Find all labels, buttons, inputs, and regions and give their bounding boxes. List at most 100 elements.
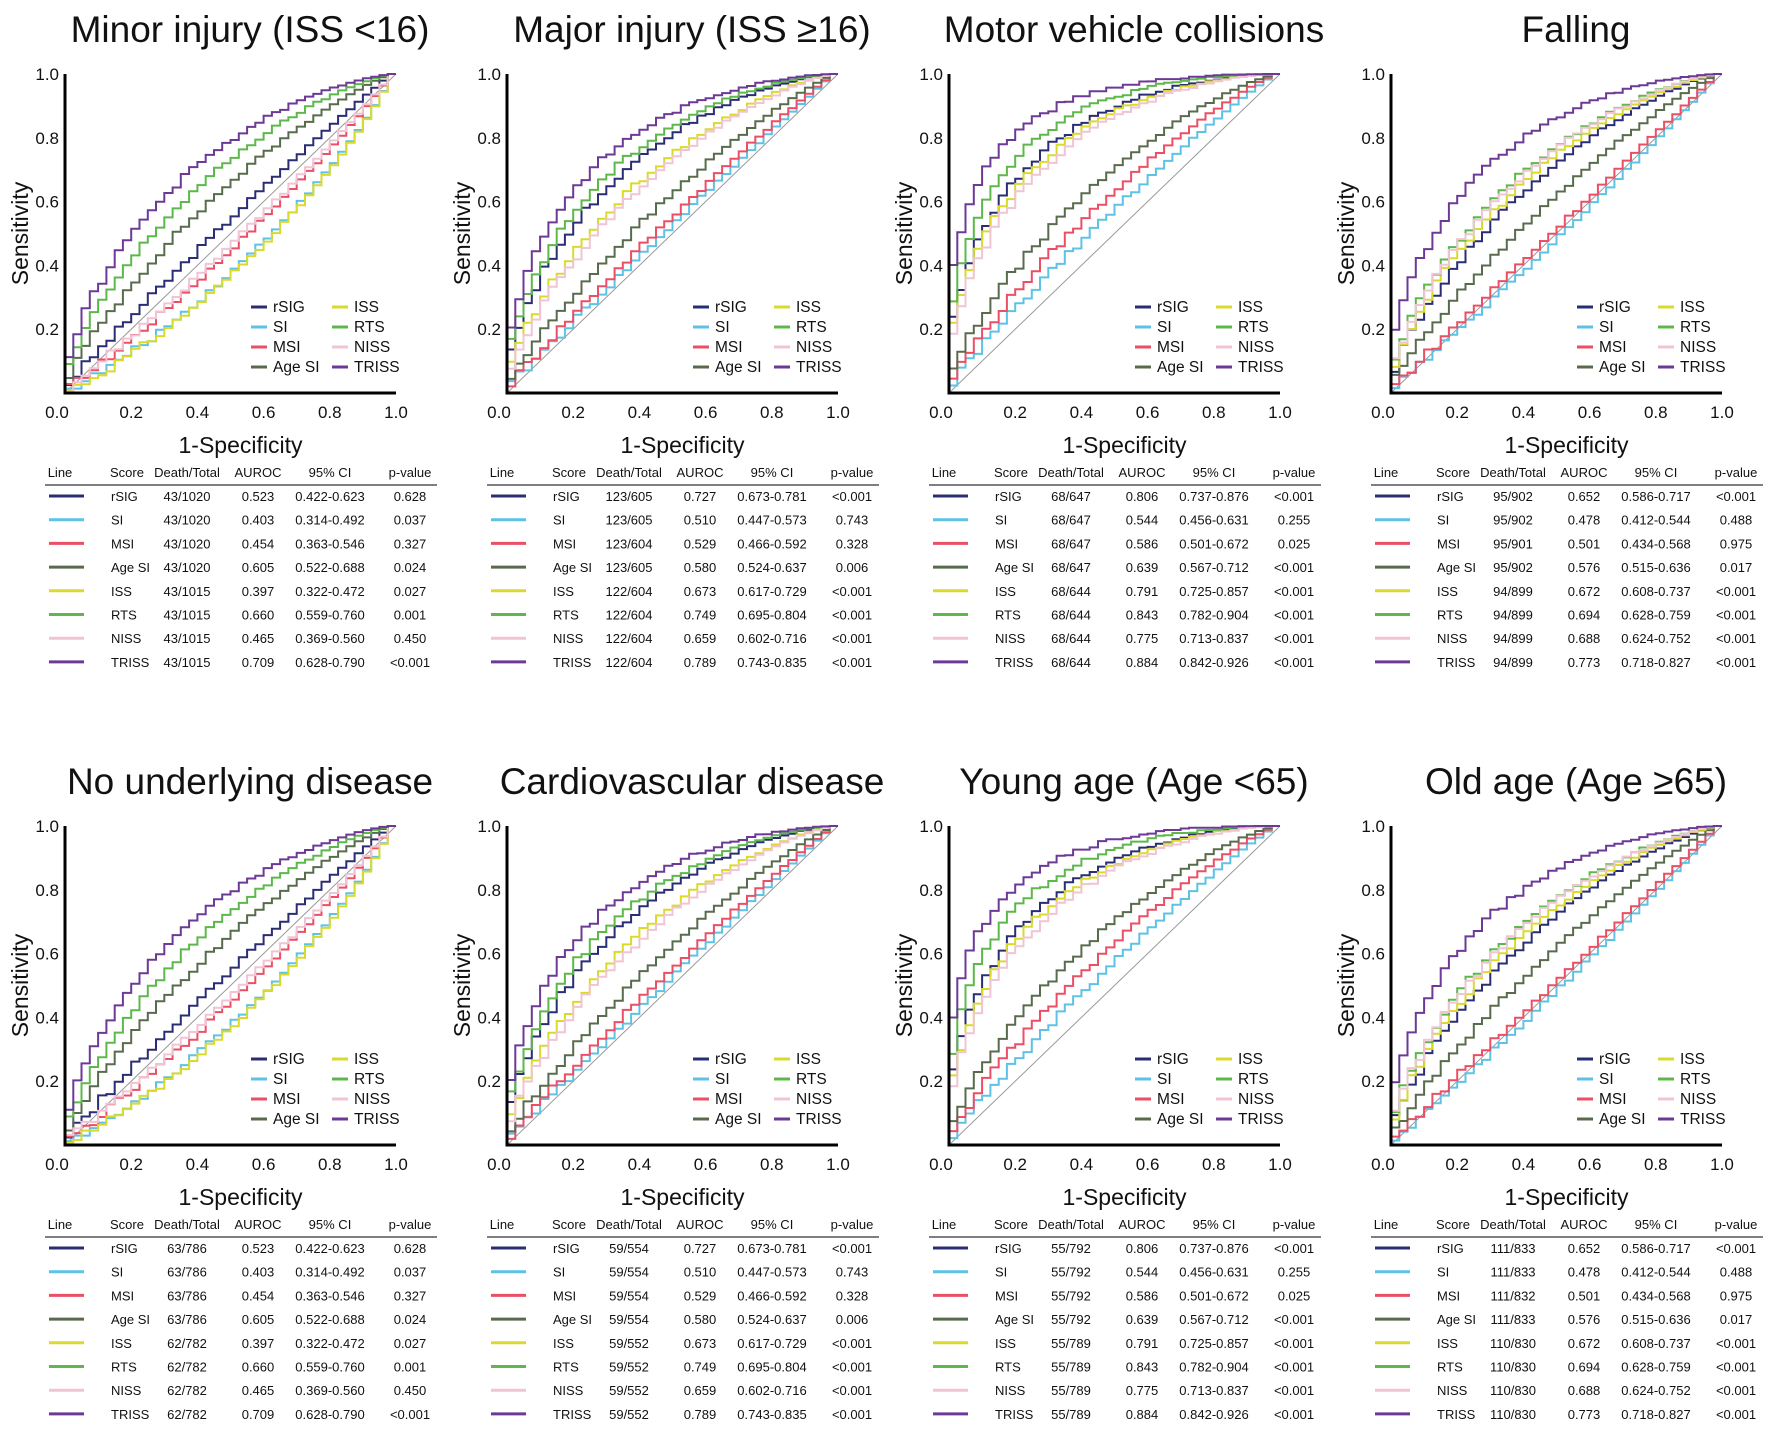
cell-death-total: 110/830	[1490, 1383, 1536, 1398]
stats-table: Line Score Death/Total AUROC 95% CI p-value rS…	[1371, 465, 1763, 670]
table-row: MSI 111/832 0.501 0.434-0.568 0.975	[1375, 1288, 1752, 1303]
y-tick-label: 1.0	[919, 817, 943, 836]
panel-title: Falling	[1522, 9, 1631, 50]
cell-p: <0.001	[1716, 1336, 1756, 1351]
y-tick-label: 0.2	[1361, 320, 1385, 339]
cell-death-total: 94/899	[1493, 655, 1533, 670]
table-header: 95% CI	[1193, 465, 1236, 480]
table-header: Score	[994, 465, 1028, 480]
legend-label: rSIG	[1157, 299, 1189, 316]
roc-curve-msi	[948, 825, 1280, 1145]
y-tick-label: 0.6	[919, 945, 943, 964]
cell-name: NISS	[995, 1383, 1026, 1398]
y-tick-label: 0.8	[35, 129, 59, 148]
x-tick-label: 0.2	[1445, 403, 1469, 422]
roc-panel: Motor vehicle collisions 0.0 0.2 0.2 0.4 0.4 0…	[891, 9, 1324, 670]
cell-death-total: 59/554	[609, 1241, 649, 1256]
roc-curve-age-si	[64, 73, 396, 393]
cell-death-total: 122/604	[606, 584, 653, 599]
cell-p: <0.001	[1716, 584, 1756, 599]
table-row: SI 43/1020 0.403 0.314-0.492 0.037	[49, 513, 426, 528]
table-row: SI 68/647 0.544 0.456-0.631 0.255	[933, 513, 1310, 528]
legend: rSIG SI MSI Age SI ISS RTS NISS TRISS	[251, 299, 400, 376]
legend-label: ISS	[1238, 299, 1263, 316]
reference-diagonal	[506, 73, 839, 394]
cell-name: ISS	[111, 584, 132, 599]
y-tick-label: 1.0	[35, 65, 59, 84]
x-tick-label: 0.8	[760, 403, 784, 422]
cell-name: Age SI	[111, 1312, 150, 1327]
table-row: Age SI 123/605 0.580 0.524-0.637 0.006	[491, 560, 868, 575]
stats-table: Line Score Death/Total AUROC 95% CI p-value rS…	[45, 1217, 437, 1422]
cell-ci: 0.713-0.837	[1179, 631, 1248, 646]
cell-p: 0.001	[394, 1360, 427, 1375]
cell-ci: 0.608-0.737	[1621, 1336, 1690, 1351]
cell-auroc: 0.773	[1568, 1407, 1601, 1422]
table-header: 95% CI	[309, 1217, 352, 1232]
cell-auroc: 0.397	[242, 584, 275, 599]
y-axis-label: Sensitivity	[891, 181, 917, 285]
table-header: AUROC	[1561, 1217, 1608, 1232]
legend: rSIG SI MSI Age SI ISS RTS NISS TRISS	[1135, 1051, 1284, 1128]
y-tick-label: 0.6	[35, 945, 59, 964]
cell-name: RTS	[111, 1360, 137, 1375]
cell-ci: 0.524-0.637	[737, 1312, 806, 1327]
cell-death-total: 59/552	[609, 1407, 649, 1422]
legend: rSIG SI MSI Age SI ISS RTS NISS TRISS	[693, 1051, 842, 1128]
y-axis-label: Sensitivity	[891, 933, 917, 1037]
table-row: SI 63/786 0.403 0.314-0.492 0.037	[49, 1265, 426, 1280]
cell-death-total: 68/647	[1051, 489, 1091, 504]
legend-label: MSI	[715, 339, 743, 356]
table-row: NISS 122/604 0.659 0.602-0.716 <0.001	[491, 631, 872, 646]
x-tick-label: 0.8	[760, 1155, 784, 1174]
cell-name: RTS	[995, 608, 1021, 623]
legend-label: NISS	[354, 1091, 390, 1108]
cell-death-total: 68/644	[1051, 584, 1091, 599]
roc-curve-age-si	[1390, 73, 1722, 393]
cell-p: 0.006	[836, 1312, 869, 1327]
table-header: AUROC	[1119, 1217, 1166, 1232]
cell-p: <0.001	[832, 489, 872, 504]
y-tick-label: 0.2	[35, 1072, 59, 1091]
x-axis-label: 1-Specificity	[1505, 432, 1629, 458]
legend-label: Age SI	[1599, 359, 1646, 376]
table-row: NISS 55/789 0.775 0.713-0.837 <0.001	[933, 1383, 1314, 1398]
cell-death-total: 55/792	[1051, 1312, 1091, 1327]
cell-p: 0.488	[1720, 1265, 1753, 1280]
table-header: Death/Total	[154, 465, 220, 480]
cell-p: 0.017	[1720, 1312, 1753, 1327]
cell-name: Age SI	[995, 560, 1034, 575]
legend-label: rSIG	[1599, 1051, 1631, 1068]
table-header: Score	[1436, 1217, 1470, 1232]
cell-name: ISS	[995, 584, 1016, 599]
cell-auroc: 0.501	[1568, 536, 1601, 551]
cell-name: rSIG	[1437, 1241, 1464, 1256]
cell-ci: 0.743-0.835	[737, 655, 806, 670]
legend-label: ISS	[796, 1051, 821, 1068]
cell-death-total: 110/830	[1490, 1336, 1536, 1351]
table-header: Line	[932, 1217, 957, 1232]
cell-name: TRISS	[111, 1407, 150, 1422]
x-tick-label: 0.6	[1578, 1155, 1602, 1174]
cell-death-total: 63/786	[167, 1241, 207, 1256]
x-tick-label: 0.4	[628, 403, 652, 422]
legend-label: SI	[1157, 1071, 1172, 1088]
table-header: Score	[552, 465, 586, 480]
x-tick-label: 0.0	[929, 1155, 953, 1174]
roc-curve-age-si	[948, 73, 1280, 393]
table-header: AUROC	[235, 465, 282, 480]
legend-label: RTS	[796, 319, 827, 336]
legend-label: TRISS	[796, 1111, 842, 1128]
y-tick-label: 0.2	[477, 320, 501, 339]
cell-name: RTS	[111, 608, 137, 623]
cell-name: rSIG	[111, 489, 138, 504]
roc-curve-si	[1390, 73, 1722, 393]
y-tick-label: 0.8	[1361, 881, 1385, 900]
table-row: RTS 43/1015 0.660 0.559-0.760 0.001	[49, 608, 426, 623]
legend-label: Age SI	[715, 359, 762, 376]
table-row: Age SI 43/1020 0.605 0.522-0.688 0.024	[49, 560, 426, 575]
cell-name: MSI	[111, 536, 134, 551]
cell-auroc: 0.727	[684, 489, 717, 504]
cell-ci: 0.673-0.781	[737, 489, 806, 504]
cell-ci: 0.718-0.827	[1621, 655, 1690, 670]
